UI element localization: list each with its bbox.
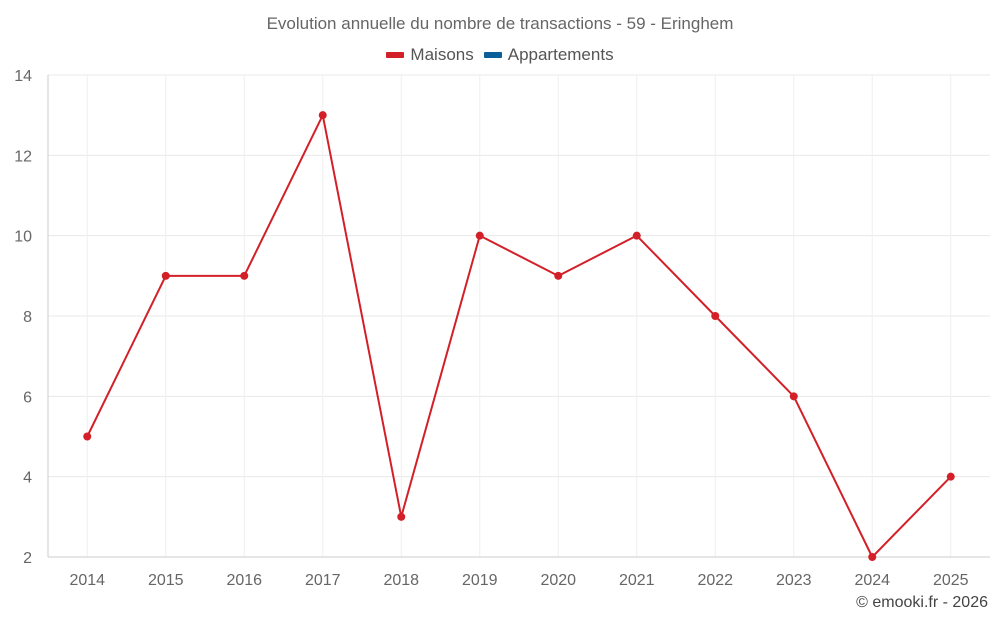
x-tick-label: 2021	[619, 572, 655, 589]
x-tick-label: 2014	[69, 572, 105, 589]
y-tick-label: 2	[23, 550, 32, 567]
legend-swatch-maisons	[386, 52, 405, 58]
data-point-maisons-2018	[397, 512, 406, 521]
chart-title: Evolution annuelle du nombre de transact…	[266, 14, 734, 33]
x-tick-label: 2025	[933, 572, 969, 589]
legend-item-maisons[interactable]: Maisons	[386, 45, 474, 65]
data-point-maisons-2017	[318, 111, 327, 120]
legend-label-maisons: Maisons	[410, 45, 474, 64]
x-tick-label: 2022	[697, 572, 733, 589]
legend-label-appartements: Appartements	[507, 45, 614, 64]
data-point-maisons-2023	[789, 392, 798, 401]
x-tick-label: 2023	[776, 572, 812, 589]
data-point-maisons-2024	[868, 553, 877, 561]
data-point-maisons-2019	[475, 231, 484, 240]
data-point-maisons-2014	[83, 432, 92, 441]
y-tick-label: 10	[14, 229, 32, 246]
y-tick-label: 14	[14, 68, 32, 85]
data-point-maisons-2015	[161, 271, 170, 280]
data-point-maisons-2020	[554, 271, 563, 280]
x-tick-label: 2018	[383, 572, 419, 589]
x-tick-label: 2019	[462, 572, 498, 589]
data-point-maisons-2022	[711, 312, 720, 320]
y-tick-label: 4	[23, 470, 32, 487]
legend-item-appartements[interactable]: Appartements	[483, 45, 614, 65]
y-tick-label: 6	[23, 389, 32, 406]
x-tick-label: 2017	[305, 572, 341, 589]
series-line-maisons	[86, 114, 952, 558]
x-tick-label: 2016	[226, 572, 262, 589]
x-tick-label: 2020	[540, 572, 576, 589]
legend-swatch-appartements	[483, 52, 502, 58]
x-tick-label: 2015	[148, 572, 184, 589]
data-point-maisons-2021	[632, 231, 641, 240]
legend: Maisons Appartements	[0, 45, 1000, 65]
y-tick-label: 8	[23, 309, 32, 326]
y-tick-label: 12	[14, 148, 32, 165]
data-point-maisons-2025	[946, 472, 955, 481]
credit-text: © emooki.fr - 2026	[856, 594, 988, 611]
x-tick-label: 2024	[854, 572, 890, 589]
data-point-maisons-2016	[240, 271, 249, 280]
